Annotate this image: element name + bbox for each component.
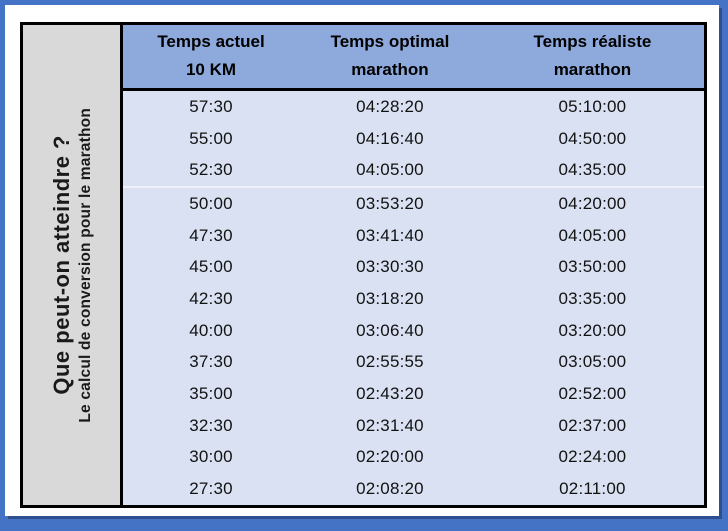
table-cell: 40:00 (189, 320, 233, 340)
table-row: 30:00 02:20:00 02:24:00 (123, 442, 704, 474)
conversion-table: Que peut-on atteindre ? Le calcul de con… (20, 22, 707, 508)
column-header-line2: marathon (553, 60, 632, 79)
table-cell: 03:20:00 (558, 320, 627, 340)
table-cell: 04:50:00 (558, 128, 627, 148)
table-cell: 03:06:40 (356, 320, 424, 340)
table-cell: 02:52:00 (558, 384, 627, 404)
table-cell: 04:35:00 (558, 160, 627, 180)
table-row: 50:00 03:53:20 04:20:00 (123, 186, 704, 220)
table-row: 55:00 04:16:40 04:50:00 (123, 123, 704, 155)
table-cell: 05:10:00 (558, 96, 627, 116)
table-cell: 42:30 (189, 288, 233, 308)
table-cell: 02:55:55 (356, 352, 424, 372)
table-row: 37:30 02:55:55 03:05:00 (123, 347, 704, 379)
table-cell: 04:05:00 (558, 225, 627, 245)
table-body: 57:30 04:28:20 05:10:00 55:00 04:16:40 04:50:… (123, 91, 704, 505)
page-title: Que peut-on atteindre ? (48, 135, 74, 395)
table-cell: 02:37:00 (558, 415, 627, 435)
table-cell: 02:11:00 (559, 479, 626, 499)
table-row: 40:00 03:06:40 03:20:00 (123, 315, 704, 347)
table-cell: 02:43:20 (356, 384, 424, 404)
table-row: 27:30 02:08:20 02:11:00 (123, 473, 704, 505)
table-header-row: Temps actuel 10 KM Temps optimal maratho… (123, 25, 704, 91)
table-cell: 03:50:00 (558, 257, 627, 277)
table-cell: 02:20:00 (356, 447, 424, 467)
table-row: 52:30 04:05:00 04:35:00 (123, 154, 704, 186)
table-cell: 45:00 (189, 257, 233, 277)
table-cell: 37:30 (189, 352, 233, 372)
table-row: 45:00 03:30:30 03:50:00 (123, 251, 704, 283)
table-cell: 57:30 (189, 96, 233, 116)
table-cell: 50:00 (189, 193, 233, 213)
page-subtitle: Le calcul de conversion pour le marathon (76, 107, 94, 423)
table-cell: 52:30 (189, 160, 233, 180)
table-cell: 02:31:40 (356, 415, 424, 435)
table-cell: 04:20:00 (558, 193, 627, 213)
table-cell: 03:41:40 (356, 225, 424, 245)
table-row: 47:30 03:41:40 04:05:00 (123, 220, 704, 252)
table-cell: 02:24:00 (558, 447, 627, 467)
table-row: 57:30 04:28:20 05:10:00 (123, 91, 704, 123)
table-cell: 03:18:20 (356, 288, 424, 308)
column-header-temps-realiste: Temps réaliste marathon (481, 28, 704, 84)
table-cell: 03:30:30 (356, 257, 424, 277)
table-cell: 04:05:00 (356, 160, 424, 180)
table-cell: 35:00 (189, 384, 233, 404)
table-cell: 02:08:20 (356, 479, 424, 499)
column-header-line1: Temps réaliste (533, 32, 652, 51)
table-main: Temps actuel 10 KM Temps optimal maratho… (123, 25, 704, 505)
column-header-temps-optimal: Temps optimal marathon (299, 28, 481, 84)
column-header-line1: Temps optimal (330, 32, 450, 51)
vertical-title-band: Que peut-on atteindre ? Le calcul de con… (23, 25, 123, 505)
table-row: 35:00 02:43:20 02:52:00 (123, 378, 704, 410)
table-row: 32:30 02:31:40 02:37:00 (123, 410, 704, 442)
table-cell: 03:05:00 (558, 352, 627, 372)
table-cell: 03:35:00 (558, 288, 627, 308)
table-cell: 04:16:40 (356, 128, 424, 148)
table-cell: 27:30 (189, 479, 233, 499)
table-cell: 30:00 (189, 447, 233, 467)
table-row: 42:30 03:18:20 03:35:00 (123, 283, 704, 315)
table-cell: 04:28:20 (356, 96, 424, 116)
table-cell: 03:53:20 (356, 193, 424, 213)
column-header-line2: 10 KM (185, 60, 237, 79)
column-header-line2: marathon (351, 60, 429, 79)
table-cell: 55:00 (189, 128, 233, 148)
table-cell: 32:30 (189, 415, 233, 435)
table-cell: 47:30 (189, 225, 233, 245)
page-background: Que peut-on atteindre ? Le calcul de con… (5, 5, 719, 516)
column-header-temps-actuel: Temps actuel 10 KM (123, 28, 299, 84)
column-header-line1: Temps actuel (157, 32, 265, 51)
